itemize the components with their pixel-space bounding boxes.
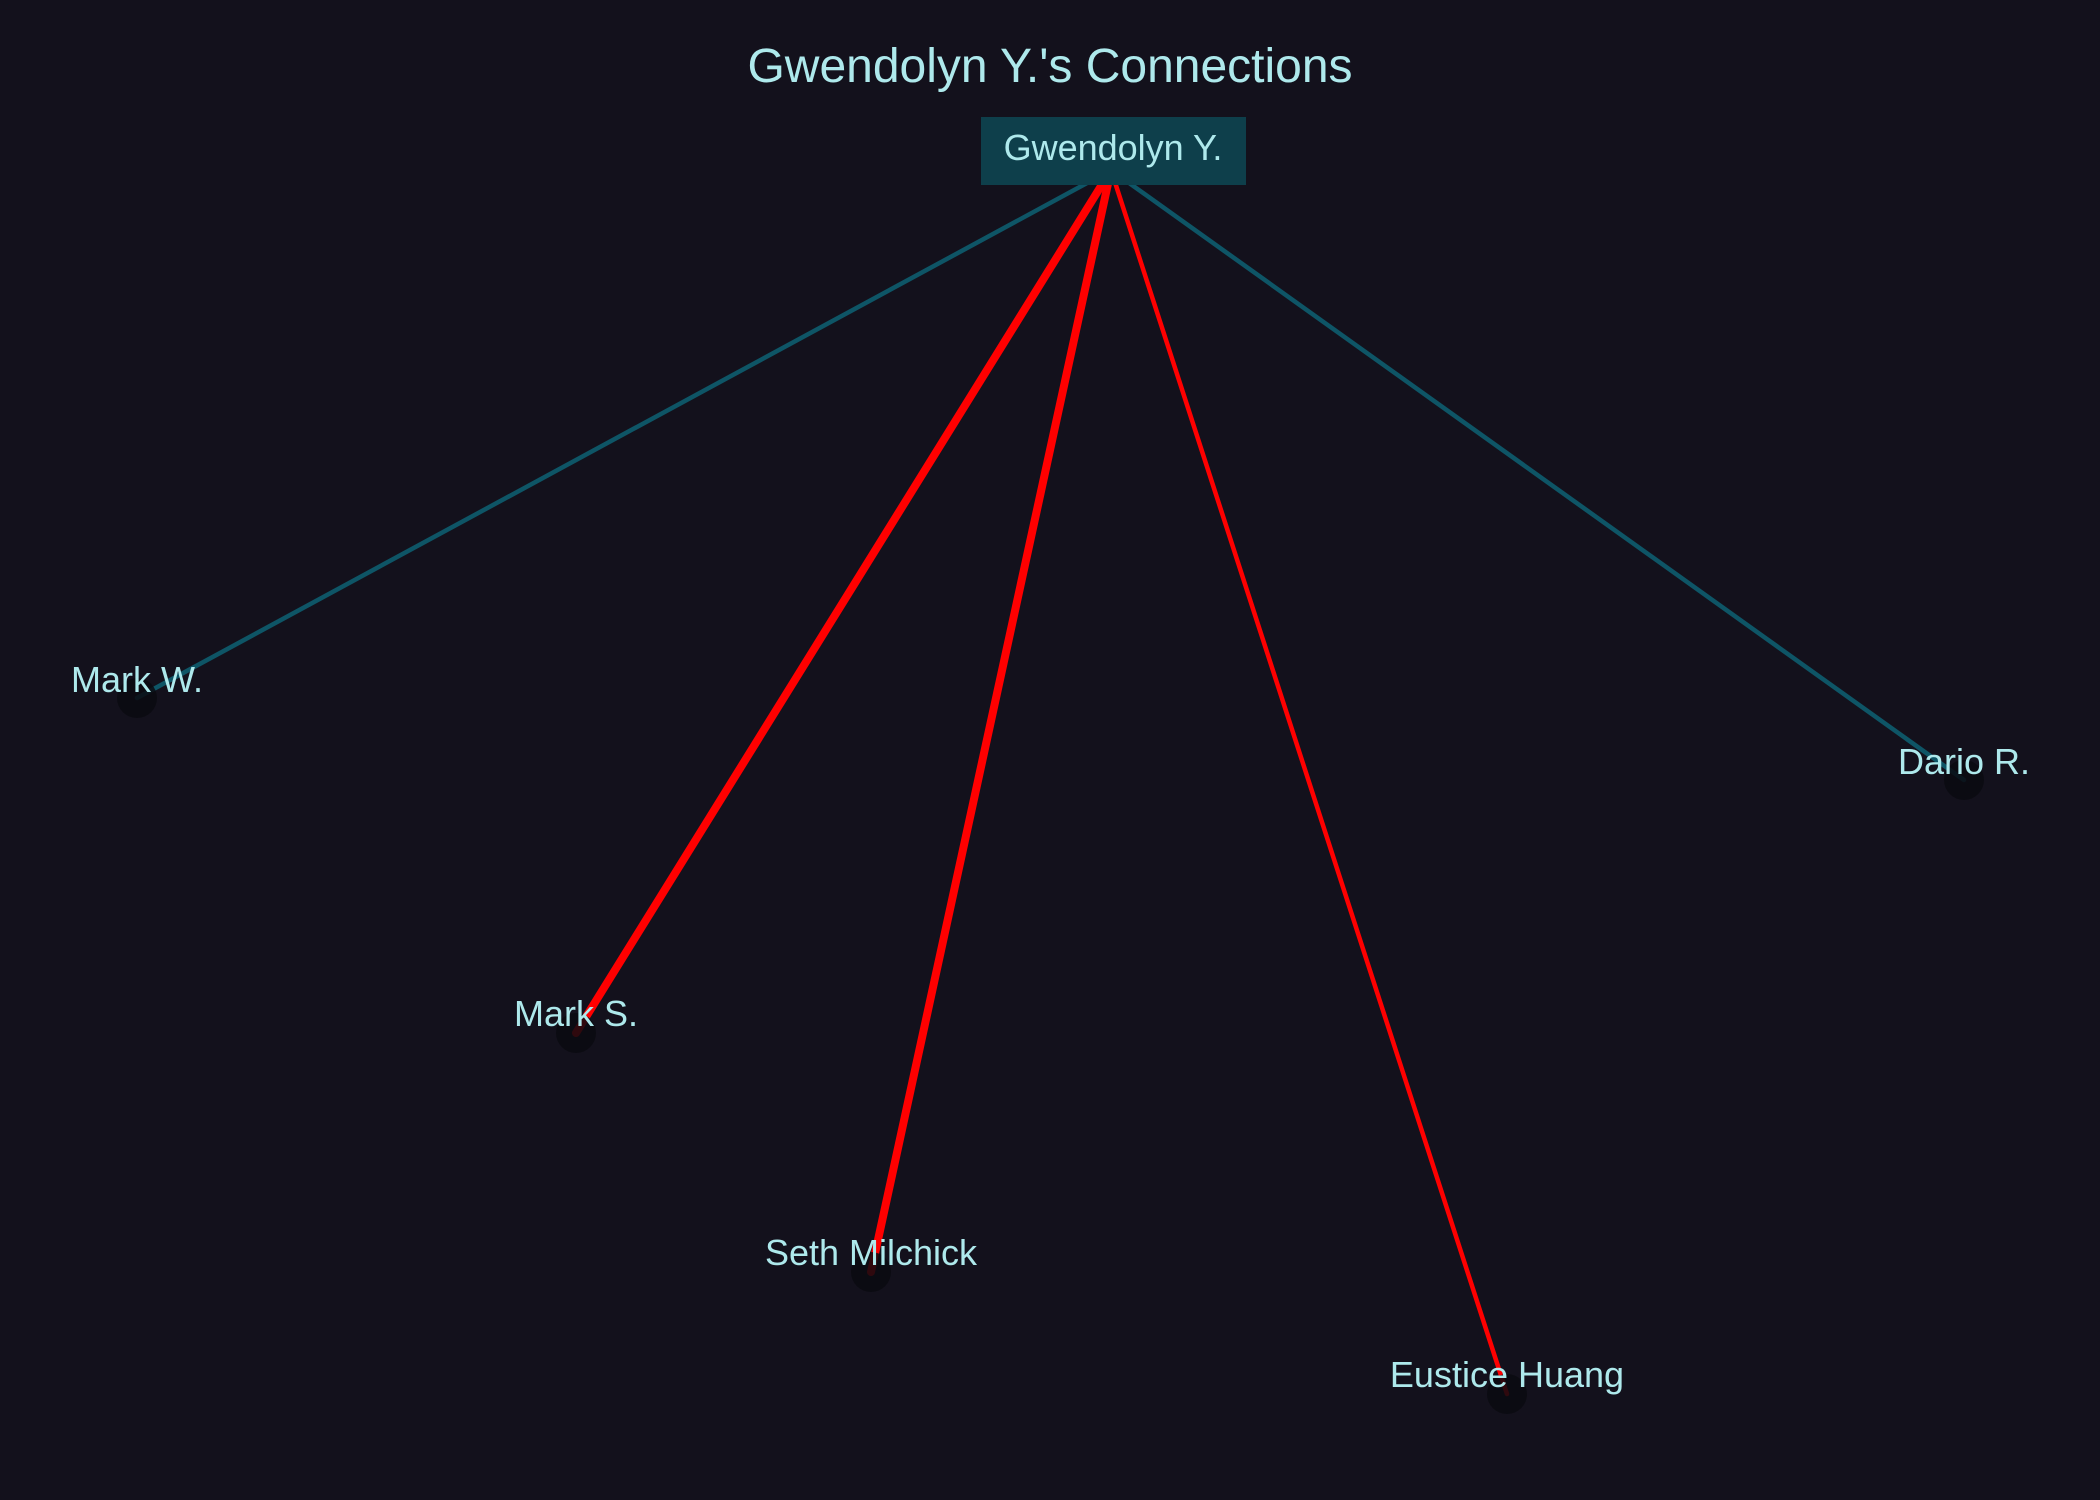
- center-node-label: Gwendolyn Y.: [1004, 127, 1223, 168]
- node-mark-w[interactable]: [117, 678, 157, 718]
- node-dario-r[interactable]: [1944, 760, 1984, 800]
- edge-mark-s: [572, 166, 1115, 1037]
- diagram-title: Gwendolyn Y.'s Connections: [747, 40, 1352, 93]
- center-node-box[interactable]: [981, 117, 1246, 185]
- node-label-mark-s: Mark S.: [514, 993, 638, 1034]
- edge-layer: [134, 166, 1967, 1397]
- node-label-dario-r: Dario R.: [1898, 741, 2030, 782]
- node-label-mark-w: Mark W.: [71, 659, 203, 700]
- label-layer: Mark W. Mark S. Seth Milchick Eustice Huang…: [71, 659, 2030, 1395]
- edge-seth-milchick: [867, 166, 1115, 1276]
- center-node[interactable]: Gwendolyn Y.: [981, 117, 1246, 185]
- node-label-seth-milchick: Seth Milchick: [765, 1232, 978, 1273]
- node-eustice-huang[interactable]: [1487, 1374, 1527, 1414]
- edge-dario-r: [1108, 167, 1967, 783]
- edge-eustice-huang: [1108, 167, 1510, 1397]
- edge-mark-w: [134, 167, 1114, 701]
- node-mark-s[interactable]: [556, 1013, 596, 1053]
- node-seth-milchick[interactable]: [851, 1252, 891, 1292]
- node-label-eustice-huang: Eustice Huang: [1390, 1354, 1624, 1395]
- node-layer: [117, 678, 1984, 1414]
